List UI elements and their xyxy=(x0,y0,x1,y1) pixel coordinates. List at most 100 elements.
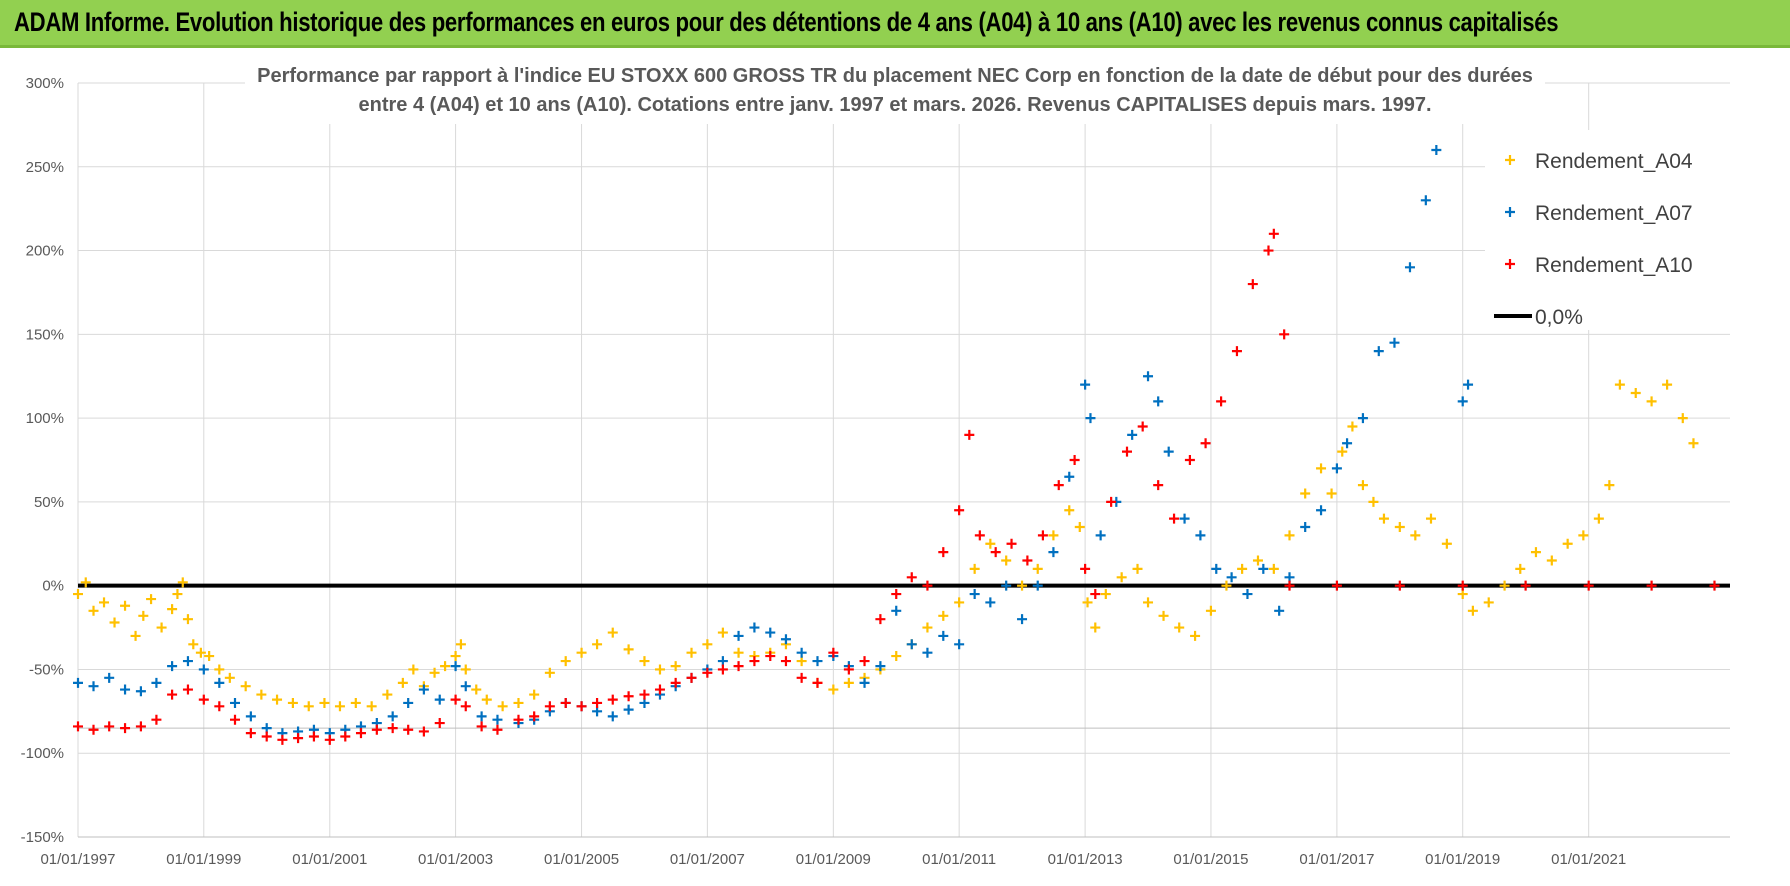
chart-title-line-1: Performance par rapport à l'indice EU ST… xyxy=(257,65,1533,87)
legend-markers xyxy=(1494,155,1532,318)
data-point xyxy=(104,672,115,683)
data-point xyxy=(1337,446,1348,457)
data-point xyxy=(560,697,571,708)
data-point xyxy=(1274,605,1285,616)
data-point xyxy=(796,656,807,667)
y-tick-label: 150% xyxy=(26,326,64,343)
data-point xyxy=(324,734,335,745)
grid-lines xyxy=(77,82,1730,838)
data-point xyxy=(954,597,965,608)
data-point xyxy=(1410,530,1421,541)
data-point xyxy=(1195,530,1206,541)
data-point xyxy=(1709,580,1720,591)
data-point xyxy=(1006,538,1017,549)
data-point xyxy=(828,684,839,695)
data-point xyxy=(954,505,965,516)
data-point xyxy=(1252,555,1263,566)
data-point xyxy=(843,677,854,688)
data-point xyxy=(1457,580,1468,591)
data-point xyxy=(1100,589,1111,600)
data-point xyxy=(1122,446,1132,457)
data-point xyxy=(198,694,209,705)
data-series xyxy=(73,145,1720,745)
data-point xyxy=(733,661,744,672)
data-point xyxy=(80,577,91,588)
x-axis-ticks: 01/01/1997 01/01/1999 01/01/2001 01/01/2003… xyxy=(40,851,1626,868)
data-point xyxy=(1331,463,1342,474)
data-point xyxy=(1677,413,1688,424)
data-point xyxy=(471,684,482,695)
y-tick-label: 0% xyxy=(42,578,64,595)
data-point xyxy=(990,547,1001,558)
data-point xyxy=(1515,563,1526,574)
data-point xyxy=(1520,580,1531,591)
data-point xyxy=(1284,572,1295,583)
data-point xyxy=(1137,421,1148,432)
data-point xyxy=(922,622,933,633)
data-point xyxy=(167,661,178,672)
data-point xyxy=(1499,580,1510,591)
data-point xyxy=(340,731,351,742)
data-point xyxy=(623,704,634,715)
data-point xyxy=(513,697,524,708)
x-tick-label: 01/01/1997 xyxy=(40,851,115,868)
data-point xyxy=(1001,555,1012,566)
data-point xyxy=(350,697,361,708)
data-point xyxy=(1001,580,1012,591)
data-point xyxy=(1300,488,1311,499)
data-point xyxy=(906,639,917,650)
data-point xyxy=(938,630,949,641)
legend-label-a04: Rendement_A04 xyxy=(1535,150,1693,173)
x-tick-label: 01/01/2013 xyxy=(1048,851,1123,868)
data-point xyxy=(167,604,178,615)
data-point xyxy=(623,644,634,655)
data-point xyxy=(460,681,471,692)
data-point xyxy=(151,677,162,688)
data-point xyxy=(434,694,445,705)
data-point xyxy=(1578,530,1589,541)
data-point xyxy=(120,723,131,734)
data-point xyxy=(717,664,728,675)
data-point xyxy=(1420,195,1431,206)
data-point xyxy=(1153,396,1164,407)
data-point xyxy=(120,600,131,611)
data-point xyxy=(1090,622,1101,633)
legend-marker xyxy=(1505,155,1515,165)
data-point xyxy=(1069,455,1080,465)
data-point xyxy=(1347,421,1358,432)
data-point xyxy=(272,694,283,705)
data-point xyxy=(670,661,681,672)
data-point xyxy=(1457,589,1468,600)
data-point xyxy=(492,714,503,725)
data-point xyxy=(1331,580,1342,591)
data-point xyxy=(1357,480,1368,491)
data-point xyxy=(1221,580,1232,591)
data-point xyxy=(1394,580,1405,591)
data-point xyxy=(717,656,728,667)
data-point xyxy=(1132,563,1143,574)
data-point xyxy=(1258,563,1269,574)
data-point xyxy=(1037,530,1048,541)
data-point xyxy=(765,651,776,662)
y-tick-label: 50% xyxy=(34,494,64,511)
data-point xyxy=(1143,597,1154,608)
data-point xyxy=(1226,572,1237,583)
data-point xyxy=(156,622,167,633)
data-point xyxy=(1237,563,1248,574)
data-point xyxy=(1284,530,1295,541)
data-point xyxy=(922,647,933,658)
data-point xyxy=(765,627,776,638)
data-point xyxy=(529,689,540,700)
data-point xyxy=(1378,513,1389,524)
data-point xyxy=(906,572,917,583)
data-point xyxy=(261,731,272,742)
data-point xyxy=(969,589,980,600)
data-point xyxy=(135,721,146,732)
data-point xyxy=(450,651,461,662)
data-point xyxy=(1263,245,1274,256)
data-point xyxy=(1074,522,1085,533)
data-point xyxy=(450,694,461,705)
data-point xyxy=(529,711,540,722)
data-point xyxy=(1022,555,1033,566)
data-point xyxy=(1127,429,1138,440)
